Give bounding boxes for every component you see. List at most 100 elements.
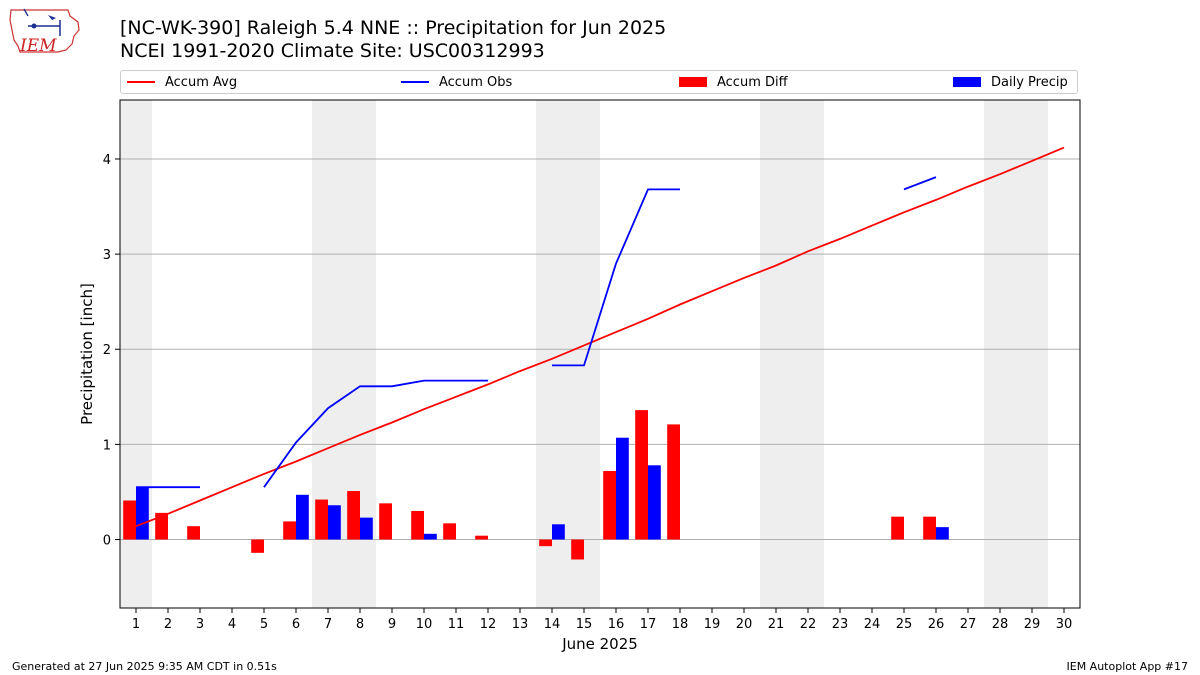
x-tick-label: 29 bbox=[1024, 617, 1041, 632]
weekend-shade bbox=[1016, 100, 1048, 608]
weekend-shade bbox=[760, 100, 792, 608]
daily-precip-bar bbox=[424, 533, 437, 540]
x-tick-label: 5 bbox=[260, 617, 268, 632]
legend-swatch-accum-obs bbox=[401, 81, 429, 83]
x-tick-label: 13 bbox=[512, 617, 529, 632]
y-tick-label: 2 bbox=[103, 343, 111, 358]
footer-app-text: IEM Autoplot App #17 bbox=[1066, 660, 1189, 673]
x-tick-label: 2 bbox=[164, 617, 172, 632]
x-tick-label: 27 bbox=[960, 617, 977, 632]
accum-obs-line bbox=[263, 379, 488, 488]
x-tick-label: 30 bbox=[1056, 617, 1073, 632]
y-axis-label: Precipitation [inch] bbox=[78, 283, 96, 425]
accum-diff-bar bbox=[251, 539, 264, 553]
logo-text: IEM bbox=[19, 36, 57, 56]
accum-diff-bar bbox=[347, 490, 360, 540]
daily-precip-bar bbox=[648, 465, 661, 540]
x-tick-label: 6 bbox=[292, 617, 300, 632]
daily-precip-bar bbox=[936, 527, 949, 540]
accum-diff-bar bbox=[443, 523, 456, 540]
chart-subtitle: NCEI 1991-2020 Climate Site: USC00312993 bbox=[120, 40, 545, 62]
chart-title: [NC-WK-390] Raleigh 5.4 NNE :: Precipita… bbox=[120, 17, 667, 39]
x-axis-label: June 2025 bbox=[561, 635, 638, 653]
accum-diff-bar bbox=[315, 499, 328, 540]
lines bbox=[135, 146, 1065, 528]
gridlines bbox=[120, 158, 1080, 541]
legend-label-accum-avg: Accum Avg bbox=[165, 74, 238, 90]
daily-precip-bar bbox=[136, 487, 149, 540]
accum-diff-bar bbox=[923, 516, 936, 540]
x-axis-ticks: 1 2 3 4 5 6 7 8 9 10 11 12 13 14 15 16 17 18 19 20 21 22 23 24 2… bbox=[132, 608, 1072, 632]
x-tick-label: 3 bbox=[196, 617, 204, 632]
accum-diff-bar bbox=[635, 410, 648, 540]
iowa-outline-icon bbox=[9, 9, 80, 53]
x-tick-label: 15 bbox=[576, 617, 593, 632]
accum-diff-bar bbox=[571, 539, 584, 560]
x-tick-label: 23 bbox=[832, 617, 849, 632]
accum-avg-line bbox=[135, 146, 1065, 528]
y-tick-label: 0 bbox=[103, 534, 111, 549]
y-axis-ticks: 0 1 2 3 4 bbox=[103, 153, 120, 549]
legend-item-daily-precip: Daily Precip bbox=[953, 71, 1068, 93]
x-tick-label: 28 bbox=[992, 617, 1009, 632]
weekend-shade bbox=[792, 100, 824, 608]
x-tick-label: 16 bbox=[608, 617, 625, 632]
accum-diff-bar bbox=[667, 424, 680, 540]
weekend-shade bbox=[984, 100, 1016, 608]
daily-precip-bar bbox=[360, 517, 373, 540]
x-tick-label: 17 bbox=[640, 617, 657, 632]
accum-obs-line bbox=[552, 188, 680, 367]
legend-item-accum-avg: Accum Avg bbox=[127, 71, 237, 93]
x-tick-label: 20 bbox=[736, 617, 753, 632]
accum-diff-bar bbox=[891, 516, 904, 540]
daily-precip-bar bbox=[296, 494, 309, 540]
legend-swatch-accum-avg bbox=[127, 81, 155, 83]
legend-swatch-daily-precip bbox=[953, 77, 981, 87]
x-tick-label: 24 bbox=[864, 617, 881, 632]
x-tick-label: 8 bbox=[356, 617, 364, 632]
x-tick-label: 11 bbox=[448, 617, 465, 632]
x-tick-label: 21 bbox=[768, 617, 785, 632]
accum-diff-bar bbox=[379, 503, 392, 540]
x-tick-label: 19 bbox=[704, 617, 721, 632]
weekend-shade bbox=[568, 100, 600, 608]
y-tick-label: 3 bbox=[103, 248, 111, 263]
x-tick-label: 10 bbox=[416, 617, 433, 632]
legend-label-accum-obs: Accum Obs bbox=[439, 74, 513, 90]
y-tick-label: 1 bbox=[103, 438, 111, 453]
legend-item-accum-obs: Accum Obs bbox=[401, 71, 512, 93]
accum-diff-bar bbox=[283, 521, 296, 540]
x-tick-label: 1 bbox=[132, 617, 140, 632]
legend: Accum Avg Accum Obs Accum Diff Daily Pre… bbox=[120, 70, 1078, 94]
daily-precip-bar bbox=[328, 505, 341, 540]
x-tick-label: 22 bbox=[800, 617, 817, 632]
x-tick-label: 25 bbox=[896, 617, 913, 632]
legend-item-accum-diff: Accum Diff bbox=[679, 71, 788, 93]
legend-label-accum-diff: Accum Diff bbox=[717, 74, 788, 90]
daily-precip-bar bbox=[552, 524, 565, 540]
accum-diff-bar bbox=[475, 535, 488, 540]
daily-precip-bar bbox=[616, 437, 629, 540]
x-tick-label: 9 bbox=[388, 617, 396, 632]
plot-frame bbox=[119, 99, 1081, 609]
x-tick-label: 7 bbox=[324, 617, 332, 632]
y-tick-label: 4 bbox=[103, 153, 111, 168]
weekend-shading bbox=[120, 100, 1048, 608]
accum-diff-bar bbox=[123, 500, 136, 540]
accum-diff-bar bbox=[155, 512, 168, 540]
x-tick-label: 14 bbox=[544, 617, 561, 632]
x-tick-label: 4 bbox=[228, 617, 236, 632]
accum-obs-line bbox=[903, 176, 937, 191]
iem-logo: IEM bbox=[9, 8, 80, 56]
bars bbox=[123, 410, 949, 560]
accum-diff-bar bbox=[187, 526, 200, 540]
footer-generated-text: Generated at 27 Jun 2025 9:35 AM CDT in … bbox=[12, 660, 277, 673]
accum-diff-bar bbox=[411, 510, 424, 540]
accum-diff-bar bbox=[539, 539, 552, 547]
x-tick-label: 18 bbox=[672, 617, 689, 632]
legend-swatch-accum-diff bbox=[679, 77, 707, 87]
x-tick-label: 12 bbox=[480, 617, 497, 632]
x-tick-label: 26 bbox=[928, 617, 945, 632]
accum-diff-bar bbox=[603, 471, 616, 540]
